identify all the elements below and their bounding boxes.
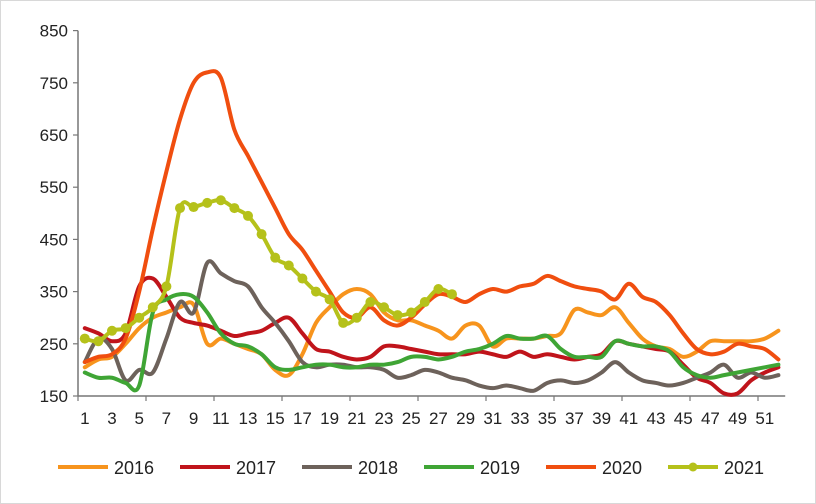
data-point-2021 <box>270 252 281 263</box>
x-tick-label: 31 <box>483 409 502 428</box>
data-point-2021 <box>79 333 90 344</box>
x-tick-label: 11 <box>212 409 230 428</box>
y-tick-label: 350 <box>40 283 68 302</box>
x-tick-label: 21 <box>347 409 366 428</box>
data-point-2021 <box>447 289 457 300</box>
data-point-2021 <box>188 202 199 213</box>
x-tick-label: 47 <box>701 409 720 428</box>
x-tick-label: 45 <box>674 409 693 428</box>
data-point-2021 <box>311 286 321 297</box>
data-point-2021 <box>324 294 335 305</box>
data-point-2021 <box>175 203 185 214</box>
y-tick-label: 750 <box>40 74 68 93</box>
data-point-2021 <box>243 210 253 221</box>
x-tick-label: 43 <box>647 409 666 428</box>
legend-label-2020: 2020 <box>602 458 642 478</box>
x-tick-label: 15 <box>266 409 285 428</box>
data-point-2021 <box>351 312 362 323</box>
y-tick-label: 550 <box>40 178 68 197</box>
legend-marker-2021 <box>688 462 698 472</box>
data-point-2021 <box>229 203 240 214</box>
legend-label-2017: 2017 <box>236 458 276 478</box>
x-tick-label: 49 <box>728 409 747 428</box>
legend-label-2019: 2019 <box>480 458 520 478</box>
data-point-2021 <box>93 336 104 347</box>
data-point-2021 <box>107 325 117 336</box>
data-point-2021 <box>392 310 403 321</box>
x-tick-label: 25 <box>402 409 421 428</box>
series-line-2019 <box>82 292 781 393</box>
series-line-2020 <box>82 69 781 365</box>
x-tick-label: 29 <box>456 409 475 428</box>
data-point-2021 <box>433 283 444 294</box>
data-point-2021 <box>379 302 389 313</box>
x-tick-label: 37 <box>565 409 584 428</box>
data-point-2021 <box>406 307 417 318</box>
legend-label-2016: 2016 <box>114 458 154 478</box>
x-tick-label: 5 <box>134 409 143 428</box>
data-point-2021 <box>120 323 131 334</box>
data-point-2021 <box>161 281 172 292</box>
x-tick-label: 13 <box>239 409 258 428</box>
legend-label-2021: 2021 <box>724 458 764 478</box>
series-line-2018 <box>82 259 781 393</box>
data-point-2021 <box>365 297 376 308</box>
data-point-2021 <box>147 302 158 313</box>
y-tick-label: 450 <box>40 230 68 249</box>
legend-label-2018: 2018 <box>358 458 398 478</box>
x-tick-label: 19 <box>320 409 339 428</box>
y-tick-label: 650 <box>40 126 68 145</box>
y-tick-label: 250 <box>40 335 68 354</box>
x-tick-label: 33 <box>511 409 530 428</box>
y-tick-label: 850 <box>40 22 68 41</box>
x-tick-label: 7 <box>162 409 171 428</box>
data-point-2021 <box>134 312 145 323</box>
data-point-2021 <box>283 260 294 271</box>
data-point-2021 <box>256 229 267 240</box>
series-line-2016 <box>82 286 781 378</box>
data-point-2021 <box>297 273 308 284</box>
x-tick-label: 17 <box>293 409 312 428</box>
y-tick-label: 150 <box>40 387 68 406</box>
data-point-2021 <box>202 197 213 208</box>
legend: 2016 2017 2018 2019 2020 2021 <box>58 458 764 478</box>
series-lines <box>79 69 781 397</box>
series-line-2021 <box>82 198 454 344</box>
data-point-2021 <box>419 297 430 308</box>
x-tick-label: 35 <box>538 409 557 428</box>
data-point-2021 <box>215 195 226 206</box>
x-tick-label: 23 <box>375 409 394 428</box>
x-tick-label: 1 <box>80 409 89 428</box>
x-tick-label: 3 <box>107 409 116 428</box>
x-tick-label: 27 <box>429 409 448 428</box>
x-tick-label: 39 <box>592 409 611 428</box>
x-tick-label: 51 <box>755 409 774 428</box>
x-tick-label: 9 <box>189 409 198 428</box>
data-point-2021 <box>338 317 349 328</box>
x-tick-label: 41 <box>619 409 638 428</box>
